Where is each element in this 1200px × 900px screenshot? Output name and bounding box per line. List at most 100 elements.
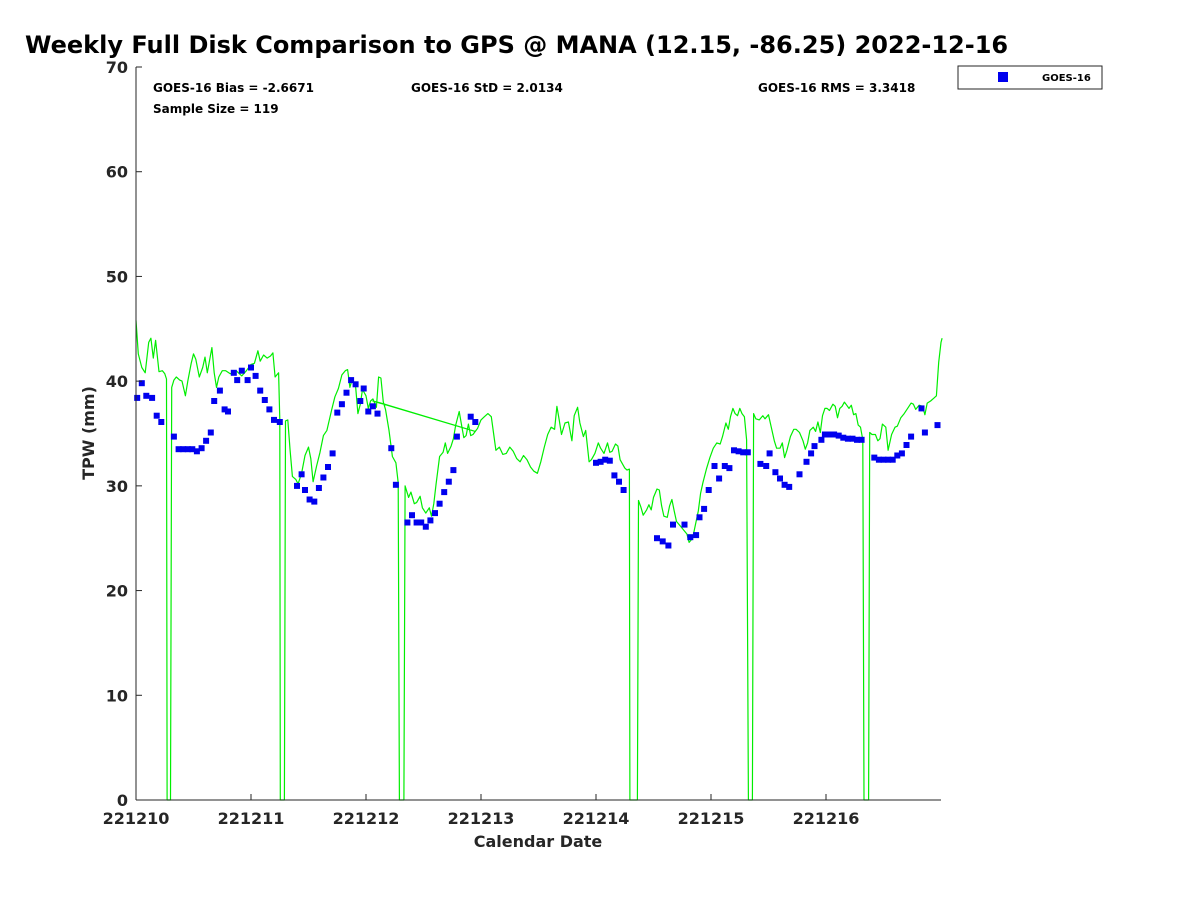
goes-16-point [338, 401, 345, 408]
goes-16-point [189, 446, 196, 453]
goes-16-point [818, 436, 825, 443]
goes-16-point [244, 377, 251, 384]
goes-16-point [329, 450, 336, 457]
goes-16-point [611, 472, 618, 479]
goes-16-point [875, 456, 882, 463]
goes-16-point [409, 512, 415, 519]
goes-16-point [763, 463, 770, 469]
chart-title: Weekly Full Disk Comparison to GPS @ MAN… [25, 31, 1008, 59]
goes-16-point [777, 475, 783, 482]
y-tick-label: 0 [117, 791, 128, 810]
goes-16-point [620, 487, 627, 493]
goes-16-point [735, 448, 742, 455]
legend-marker-goes-16 [998, 72, 1008, 82]
goes-16-point [898, 450, 905, 457]
goes-16-point [388, 445, 395, 452]
goes-16-point [716, 475, 723, 482]
goes-16-point [858, 436, 865, 443]
x-tick-label: 221215 [678, 809, 745, 828]
goes-16-point [348, 377, 355, 384]
std-annotation: GOES-16 StD = 2.0134 [411, 81, 563, 95]
goes-16-point [180, 446, 187, 453]
goes-16-point [193, 448, 200, 455]
goes-16-series [134, 364, 941, 549]
goes-16-point [294, 482, 300, 489]
goes-16-point [143, 392, 150, 399]
goes-16-point [311, 498, 318, 505]
x-tick-label: 221212 [333, 809, 400, 828]
goes-16-point [450, 467, 457, 474]
x-tick-label: 221211 [218, 809, 285, 828]
goes-16-point [696, 514, 703, 521]
y-tick-label: 10 [106, 686, 128, 705]
axes: 0 10 20 30 40 50 60 70 221210 221211 221212 221213… [103, 58, 941, 828]
y-ticks: 0 10 20 30 40 50 60 70 [106, 58, 142, 810]
goes-16-point [934, 422, 941, 429]
x-ticks: 221210 221211 221212 221213 221214 221215 2212… [103, 794, 859, 828]
goes-16-point [352, 381, 359, 388]
goes-16-point [849, 435, 856, 442]
y-tick-label: 50 [106, 267, 128, 286]
goes-16-point [908, 433, 915, 440]
goes-16-point [198, 445, 205, 452]
goes-16-point [302, 487, 308, 493]
sample-size-annotation: Sample Size = 119 [153, 102, 279, 116]
goes-16-point [271, 416, 277, 423]
gps-line [135, 320, 943, 801]
goes-16-point [871, 454, 878, 461]
goes-16-point [467, 413, 474, 420]
stats-annotations: GOES-16 Bias = -2.6671 GOES-16 StD = 2.0… [153, 81, 915, 116]
goes-16-point [325, 464, 331, 470]
goes-16-point [835, 432, 842, 439]
goes-16-point [894, 452, 901, 459]
goes-16-point [441, 489, 448, 496]
goes-16-point [453, 433, 460, 440]
x-tick-label: 221210 [103, 809, 170, 828]
goes-16-point [216, 387, 223, 394]
goes-16-point [711, 463, 718, 469]
goes-16-point [404, 519, 411, 526]
goes-16-point [472, 419, 479, 425]
goes-16-point [740, 449, 747, 456]
goes-16-point [840, 434, 847, 441]
goes-16-point [659, 538, 666, 545]
goes-16-point [230, 369, 237, 376]
goes-16-point [693, 532, 700, 539]
y-axis-label: TPW (mm) [79, 386, 98, 480]
goes-16-point [808, 450, 815, 457]
x-tick-label: 221213 [448, 809, 515, 828]
goes-16-point [731, 447, 737, 454]
goes-16-point [921, 429, 928, 436]
goes-16-point [238, 367, 245, 374]
goes-16-point [654, 535, 660, 542]
goes-16-point [687, 534, 694, 541]
rms-annotation: GOES-16 RMS = 3.3418 [758, 81, 915, 95]
goes-16-point [681, 521, 688, 528]
goes-16-point [360, 385, 367, 392]
x-axis-label: Calendar Date [474, 832, 603, 851]
goes-16-point [918, 405, 925, 412]
goes-16-point [266, 406, 273, 413]
goes-16-point [234, 377, 241, 384]
goes-16-point [880, 456, 887, 463]
goes-16-point [427, 517, 434, 524]
goes-16-point [796, 471, 803, 478]
legend-label-goes-16: GOES-16 [1042, 73, 1091, 84]
goes-16-point [184, 446, 191, 453]
goes-16-point [826, 431, 833, 438]
goes-16-point [149, 394, 156, 401]
goes-16-point [175, 446, 182, 453]
goes-16-point [153, 412, 160, 419]
goes-16-point [766, 450, 773, 457]
goes-16-point [844, 435, 851, 442]
y-tick-label: 60 [106, 163, 128, 182]
goes-16-point [436, 500, 443, 507]
y-tick-label: 20 [106, 582, 128, 601]
goes-16-point [413, 519, 420, 526]
goes-16-point [597, 458, 604, 465]
goes-16-point [593, 459, 599, 466]
goes-16-point [781, 481, 788, 488]
y-tick-label: 70 [106, 58, 128, 77]
goes-16-point [374, 410, 381, 417]
